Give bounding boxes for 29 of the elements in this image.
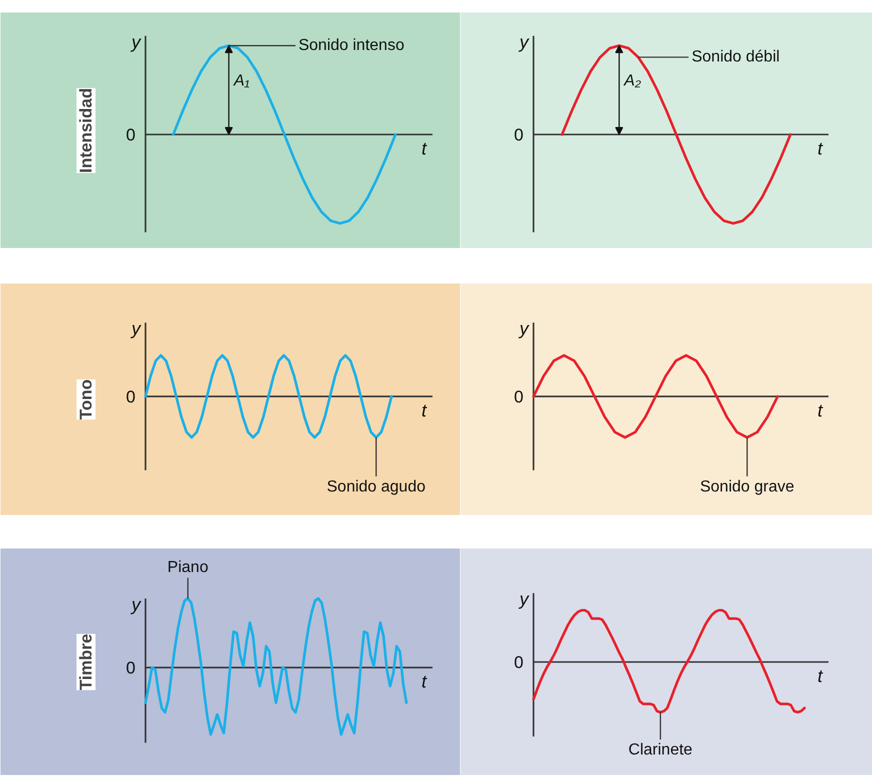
x-axis-title: t xyxy=(422,400,428,420)
annotation: Sonido débil xyxy=(692,48,780,66)
annotation: A₁ xyxy=(232,72,250,90)
y-axis-title: y xyxy=(130,318,142,339)
y-axis-title: y xyxy=(130,32,142,52)
text: 0 xyxy=(126,387,136,406)
text: Intensidad xyxy=(76,88,96,174)
text: Piano xyxy=(167,558,208,576)
y-axis-title: y xyxy=(518,32,530,52)
x-axis-title: t xyxy=(818,138,824,158)
y-axis-title: y xyxy=(518,318,530,339)
annotation: Sonido intenso xyxy=(298,37,404,54)
text: 0 xyxy=(514,126,524,144)
text: Sonido grave xyxy=(700,478,794,496)
text: 0 xyxy=(514,653,524,672)
x-axis-title: t xyxy=(422,672,428,692)
x-axis-title: t xyxy=(422,138,428,158)
text: Clarinete xyxy=(628,742,693,759)
annotation: A₂ xyxy=(623,72,641,90)
text: Timbre xyxy=(76,634,96,690)
y-axis-title: y xyxy=(130,594,142,615)
x-axis-title: t xyxy=(818,400,824,420)
text: 0 xyxy=(514,387,524,406)
y-axis-title: y xyxy=(518,589,530,610)
text: 0 xyxy=(126,658,136,678)
text: 0 xyxy=(126,126,136,144)
text: Tono xyxy=(76,379,96,420)
x-axis-title: t xyxy=(818,666,824,686)
text: Sonido agudo xyxy=(326,478,426,496)
